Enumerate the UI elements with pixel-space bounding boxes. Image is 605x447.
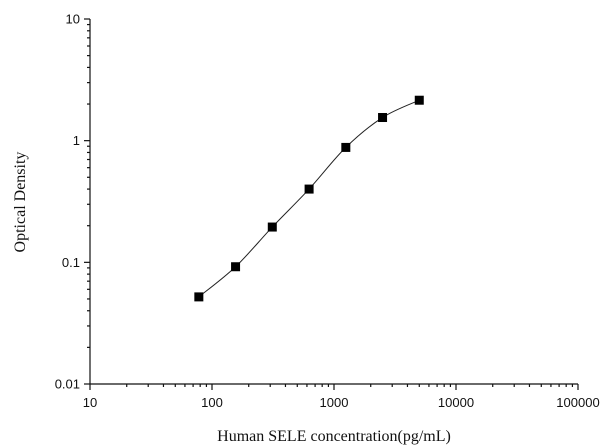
y-tick-label: 10 — [66, 12, 80, 27]
axes — [89, 19, 578, 385]
data-point — [414, 95, 424, 105]
y-axis-title: Optical Density — [12, 152, 29, 253]
x-axis-title: Human SELE concentration(pg/mL) — [217, 428, 451, 445]
x-tick-label: 100000 — [556, 395, 599, 410]
y-tick-label: 0.01 — [55, 377, 80, 392]
data-point — [267, 222, 277, 232]
x-tick-label: 100 — [201, 395, 223, 410]
data-point — [231, 262, 241, 272]
ticks: 10 100 1000 10000 100000 10 1 0.1 0.01 — [55, 12, 600, 411]
x-tick-label: 10000 — [438, 395, 474, 410]
y-tick-label: 0.1 — [62, 255, 80, 270]
data-points — [194, 95, 424, 302]
data-point — [341, 142, 351, 152]
x-tick-label: 1000 — [320, 395, 349, 410]
data-point — [304, 184, 314, 194]
data-point — [378, 113, 388, 123]
y-tick-label: 1 — [73, 133, 80, 148]
x-tick-label: 10 — [83, 395, 97, 410]
data-point — [194, 292, 204, 302]
